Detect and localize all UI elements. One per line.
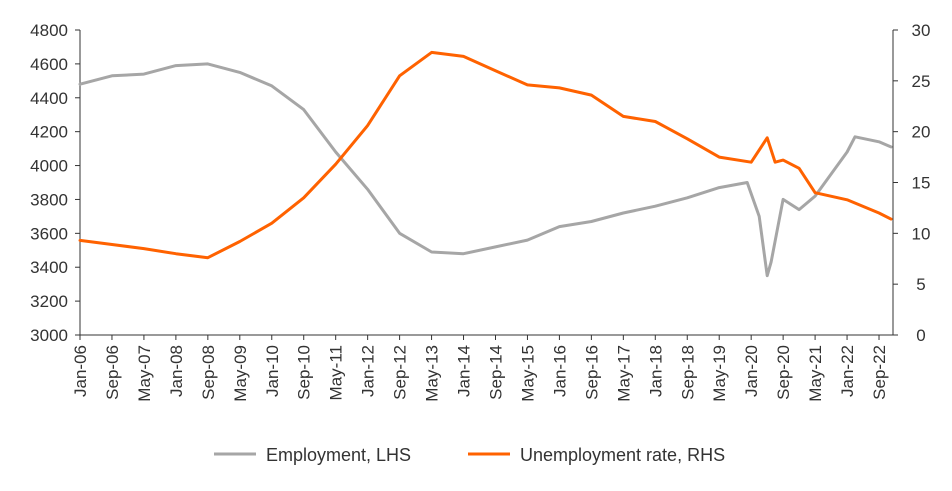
x-tick-label: May-21 xyxy=(806,345,825,402)
x-tick-label: Sep-22 xyxy=(870,345,889,400)
x-tick-label: Jan-12 xyxy=(359,345,378,397)
right-tick-label: 30 xyxy=(912,21,931,40)
series-line-unemployment-rate xyxy=(78,50,893,260)
x-tick-label: Jan-14 xyxy=(455,345,474,397)
right-tick-label: 5 xyxy=(916,275,925,294)
legend: Employment, LHS Unemployment rate, RHS xyxy=(214,445,725,465)
x-tick-label: May-17 xyxy=(614,345,633,402)
left-tick-label: 4600 xyxy=(30,55,68,74)
x-tick-label: Sep-14 xyxy=(486,345,505,400)
x-tick-label: May-07 xyxy=(135,345,154,402)
x-tick-label: Jan-10 xyxy=(263,345,282,397)
legend-label-employment: Employment, LHS xyxy=(266,445,411,465)
x-tick-label: May-11 xyxy=(327,345,346,400)
right-y-axis: 0 5 10 15 20 25 30 xyxy=(893,21,930,345)
x-tick-label: Jan-18 xyxy=(646,345,665,397)
x-tick-label: May-15 xyxy=(518,345,537,402)
x-tick-label: Jan-20 xyxy=(742,345,761,397)
left-tick-label: 3200 xyxy=(30,292,68,311)
left-tick-label: 3600 xyxy=(30,224,68,243)
left-y-axis: 3000 3200 3400 3600 3800 4000 4200 4400 4600 4800 xyxy=(30,21,80,345)
right-tick-label: 15 xyxy=(912,174,931,193)
right-tick-label: 20 xyxy=(912,123,931,142)
x-tick-label: Jan-06 xyxy=(71,345,90,397)
x-tick-label: Jan-22 xyxy=(838,345,857,397)
x-tick-label: Sep-20 xyxy=(774,345,793,400)
x-tick-label: Jan-08 xyxy=(167,345,186,397)
x-tick-label: May-09 xyxy=(231,345,250,402)
plot-frame xyxy=(79,30,894,336)
left-tick-label: 3800 xyxy=(30,190,68,209)
x-tick-label: Jan-16 xyxy=(550,345,569,397)
left-tick-label: 4000 xyxy=(30,157,68,176)
x-axis: Jan-06 Sep-06 May-07 Jan-08 Sep-08 May-09 Jan-… xyxy=(71,335,889,402)
series-line-employment xyxy=(78,62,893,278)
x-tick-label: Sep-08 xyxy=(199,345,218,400)
right-tick-label: 0 xyxy=(916,326,925,345)
right-tick-label: 10 xyxy=(912,224,931,243)
left-tick-label: 3000 xyxy=(30,326,68,345)
left-tick-label: 4200 xyxy=(30,123,68,142)
x-tick-label: May-19 xyxy=(710,345,729,402)
left-tick-label: 4400 xyxy=(30,89,68,108)
x-tick-label: Sep-18 xyxy=(678,345,697,400)
left-tick-label: 4800 xyxy=(30,21,68,40)
x-tick-label: Sep-16 xyxy=(582,345,601,400)
x-tick-label: May-13 xyxy=(423,345,442,402)
series-lines xyxy=(78,50,893,278)
legend-label-unemployment: Unemployment rate, RHS xyxy=(520,445,725,465)
x-tick-label: Sep-12 xyxy=(391,345,410,400)
right-tick-label: 25 xyxy=(912,72,931,91)
left-tick-label: 3400 xyxy=(30,258,68,277)
x-tick-label: Sep-10 xyxy=(295,345,314,400)
x-tick-label: Sep-06 xyxy=(103,345,122,400)
